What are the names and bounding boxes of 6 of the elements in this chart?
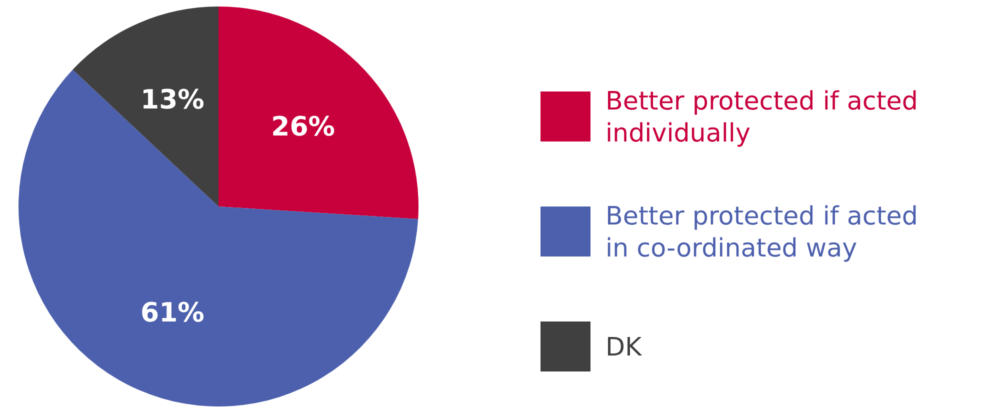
legend-label: Better protected if acted in co-ordinated way: [606, 200, 918, 262]
data-label: 26%: [271, 112, 335, 143]
data-label: 61%: [140, 297, 204, 328]
data-label: 13%: [140, 84, 204, 116]
legend-label: Better protected if acted individually: [606, 86, 918, 148]
legend-label: DK: [606, 332, 644, 362]
